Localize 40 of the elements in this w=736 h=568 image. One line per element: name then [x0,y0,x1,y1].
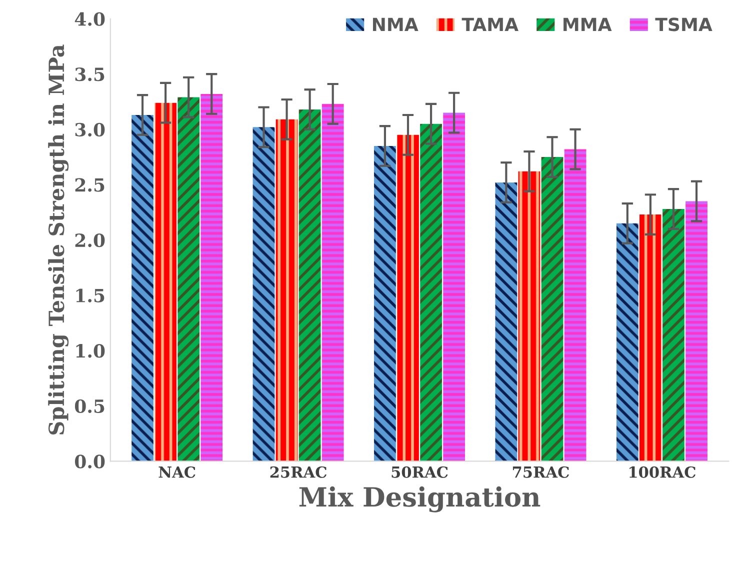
y-tick-label: 3.5 [75,68,104,82]
legend-label: MMA [564,18,612,32]
x-tick-label: NAC [158,466,196,478]
bar [132,114,154,462]
bar [495,182,518,462]
x-axis-title: Mix Designation [299,486,540,512]
bar [200,94,223,462]
bar [420,124,442,462]
bar [397,134,419,462]
bar [564,149,586,462]
bar [686,201,708,462]
bar [276,119,298,462]
bar [518,171,540,462]
bar [443,112,466,462]
legend-label: TAMA [462,18,518,32]
x-tick-label: 75RAC [512,466,569,478]
x-tick-label: 100RAC [630,466,696,478]
bar [640,214,662,462]
bar [252,127,275,462]
y-tick-label: 0.5 [74,399,104,414]
bar [298,109,321,462]
y-tick-label: 0.0 [74,454,105,468]
bar [374,146,396,462]
y-tick-label: 1.5 [76,288,104,302]
bar [322,104,344,462]
bar [178,97,200,462]
bar [541,157,564,462]
bar [154,102,176,462]
y-tick-label: 2.5 [75,178,104,192]
x-tick-label: 50RAC [392,466,448,478]
legend-label: TSMA [655,18,712,32]
y-tick-label: 2.0 [75,233,105,248]
y-axis-title: Splitting Tensile Strength in MPa [48,44,69,434]
bar [616,223,638,462]
legend-label: NMA [372,18,418,32]
bar [662,209,684,462]
y-tick-label: 1.0 [76,344,105,358]
y-tick-label: 4.0 [74,12,105,26]
x-tick-label: 25RAC [270,466,327,478]
y-tick-label: 3.0 [75,122,105,136]
